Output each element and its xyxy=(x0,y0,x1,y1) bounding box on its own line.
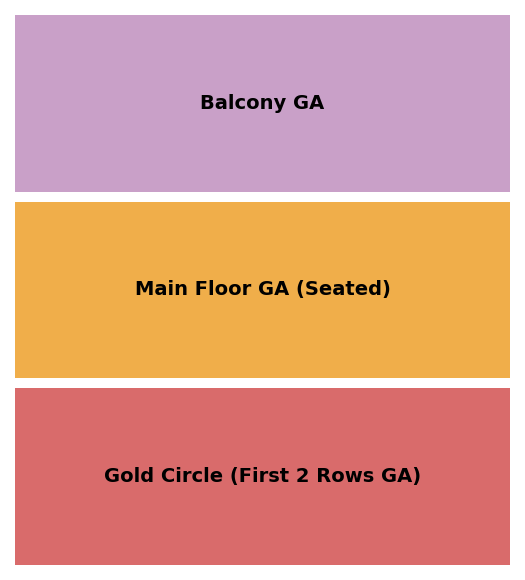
Bar xyxy=(15,15,510,191)
Text: Balcony GA: Balcony GA xyxy=(201,94,324,113)
Bar xyxy=(15,202,510,378)
Text: Gold Circle (First 2 Rows GA): Gold Circle (First 2 Rows GA) xyxy=(104,467,421,486)
Bar xyxy=(15,389,510,565)
Text: Main Floor GA (Seated): Main Floor GA (Seated) xyxy=(134,281,391,299)
